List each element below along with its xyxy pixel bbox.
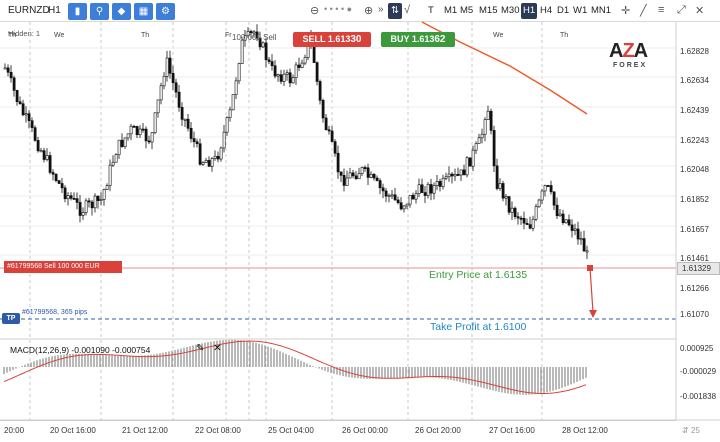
chart-type-icon[interactable]: ▮ — [68, 3, 87, 20]
symbol-label[interactable]: EURNZD — [8, 5, 50, 16]
buy-button[interactable]: BUY 1.61362 — [381, 32, 455, 47]
price-tick: 1.62439 — [680, 106, 709, 115]
timeframe-left-label[interactable]: H1 — [48, 5, 61, 16]
day-label: We — [493, 32, 504, 39]
tf-H1[interactable]: H1 — [521, 3, 538, 19]
time-axis[interactable]: 20:00 20 Oct 16:00 21 Oct 12:00 22 Oct 0… — [0, 420, 676, 442]
order-tag[interactable]: #61799568 Sell 100 000 EUR — [4, 261, 122, 273]
day-label: Th — [560, 32, 569, 39]
macd-tick: -0.000029 — [680, 367, 717, 376]
day-label: Fr — [225, 32, 232, 39]
price-tick: 1.61657 — [680, 225, 709, 234]
arrow-head-icon — [589, 310, 597, 318]
macd-tools: ✎ ✕ — [196, 343, 222, 354]
price-tick: 1.62048 — [680, 165, 709, 174]
tf-M30[interactable]: M30 — [501, 5, 520, 16]
settings-icon[interactable]: ⚙ — [156, 3, 175, 20]
macd-tick: 0.000925 — [680, 344, 714, 353]
crosshair-icon[interactable]: ✛ — [621, 5, 631, 17]
take-profit-label: Take Profit at 1.6100 — [430, 321, 527, 333]
templates-icon[interactable]: ▦ — [134, 3, 153, 20]
tf-D1[interactable]: D1 — [557, 5, 570, 16]
close-indicator-icon[interactable]: ✕ — [213, 343, 222, 354]
entry-price-label: Entry Price at 1.6135 — [429, 269, 528, 281]
brand-logo: AZA FOREX — [609, 40, 648, 69]
price-tick: 1.62243 — [680, 136, 709, 145]
time-tick: 20:00 — [4, 426, 25, 435]
hidden-count-label: Hidden: 1 — [8, 29, 41, 38]
edit-icon[interactable]: ✎ — [196, 343, 205, 354]
tp-tag[interactable]: TP — [2, 313, 20, 324]
day-label: We — [54, 32, 65, 39]
price-scale[interactable]: 1.62828 1.62634 1.62439 1.62243 1.62048 … — [676, 22, 720, 417]
tf-M5[interactable]: M5 — [460, 5, 474, 16]
tf-M15[interactable]: M15 — [479, 5, 498, 16]
tf-T[interactable]: T — [428, 5, 434, 16]
time-tick: 26 Oct 20:00 — [415, 426, 461, 435]
day-label: Th — [8, 32, 17, 39]
price-tick: 1.61852 — [680, 195, 709, 204]
time-tick: 28 Oct 12:00 — [562, 426, 608, 435]
tp-order-text: #61799568, 365 pips — [22, 309, 88, 316]
time-tick: 25 Oct 04:00 — [268, 426, 314, 435]
close-icon[interactable]: ✕ — [695, 5, 705, 17]
overlay-text: 100 000 Sell — [232, 33, 277, 42]
fullscreen-icon[interactable]: ⤢ — [677, 4, 686, 16]
tf-MN1[interactable]: MN1 — [591, 5, 612, 16]
time-tick: 20 Oct 16:00 — [50, 426, 96, 435]
time-tick: 21 Oct 12:00 — [122, 426, 168, 435]
tf-W1[interactable]: W1 — [573, 5, 588, 16]
scroll-icon[interactable]: » — [378, 4, 384, 15]
lines-icon[interactable]: ≡ — [658, 4, 665, 16]
time-tick: 22 Oct 08:00 — [195, 426, 241, 435]
entry-marker — [587, 265, 593, 271]
time-tick: 26 Oct 00:00 — [342, 426, 388, 435]
line-chart-icon[interactable]: √ — [404, 4, 411, 16]
macd-signal-line — [3, 340, 587, 394]
toolbar: EURNZD H1 ▮ ⚲ ◆ ▦ ⚙ ⊖ • • • • ● ⊕ » ⇅ √ … — [0, 0, 720, 22]
price-tick: 1.61266 — [680, 284, 709, 293]
price-tick: 1.61461 — [680, 254, 709, 263]
indicators-icon[interactable]: ⚲ — [90, 3, 109, 20]
candlesticks — [3, 24, 589, 259]
draw-line-icon[interactable]: ╱ — [640, 5, 647, 17]
chart-grid — [0, 22, 676, 420]
day-label: Th — [141, 32, 150, 39]
macd-label: MACD(12,26,9) -0.001090 -0.000754 — [10, 345, 151, 355]
zoom-in-icon[interactable]: ⊕ — [364, 5, 374, 17]
time-tick: 27 Oct 16:00 — [489, 426, 535, 435]
scroll-indicator[interactable]: ⇵ 25 — [682, 426, 700, 435]
price-tick: 1.62828 — [680, 47, 709, 56]
sell-button[interactable]: SELL 1.61330 — [293, 32, 371, 47]
zoom-out-icon[interactable]: ⊖ — [310, 5, 320, 17]
tf-M1[interactable]: M1 — [444, 5, 458, 16]
tf-H4[interactable]: H4 — [540, 5, 553, 16]
drawing-icon[interactable]: ◆ — [112, 3, 131, 20]
zoom-slider[interactable]: • • • • ● — [324, 4, 353, 14]
direction-arrow — [589, 267, 594, 313]
current-price-tag: 1.61329 — [677, 262, 720, 275]
candles-icon[interactable]: ⇅ — [388, 3, 402, 19]
price-tick: 1.61070 — [680, 310, 709, 319]
macd-tick: -0.001838 — [680, 392, 717, 401]
price-tick: 1.62634 — [680, 76, 709, 85]
